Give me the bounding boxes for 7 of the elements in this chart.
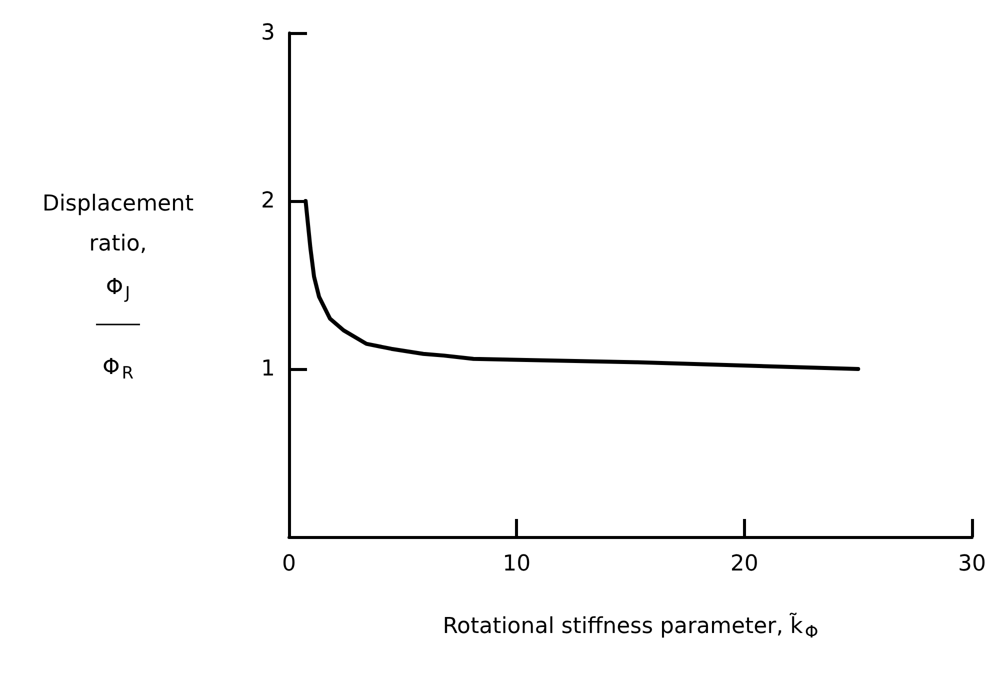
- y-tick-label: 3: [261, 20, 275, 46]
- x-tick-label: 20: [730, 552, 758, 576]
- y-tick-label: 2: [261, 188, 275, 214]
- y-tick-label: 1: [261, 356, 275, 382]
- x-tick-label: 0: [282, 552, 296, 576]
- x-tick-label: 10: [502, 552, 531, 576]
- x-tick-label: 30: [958, 552, 986, 576]
